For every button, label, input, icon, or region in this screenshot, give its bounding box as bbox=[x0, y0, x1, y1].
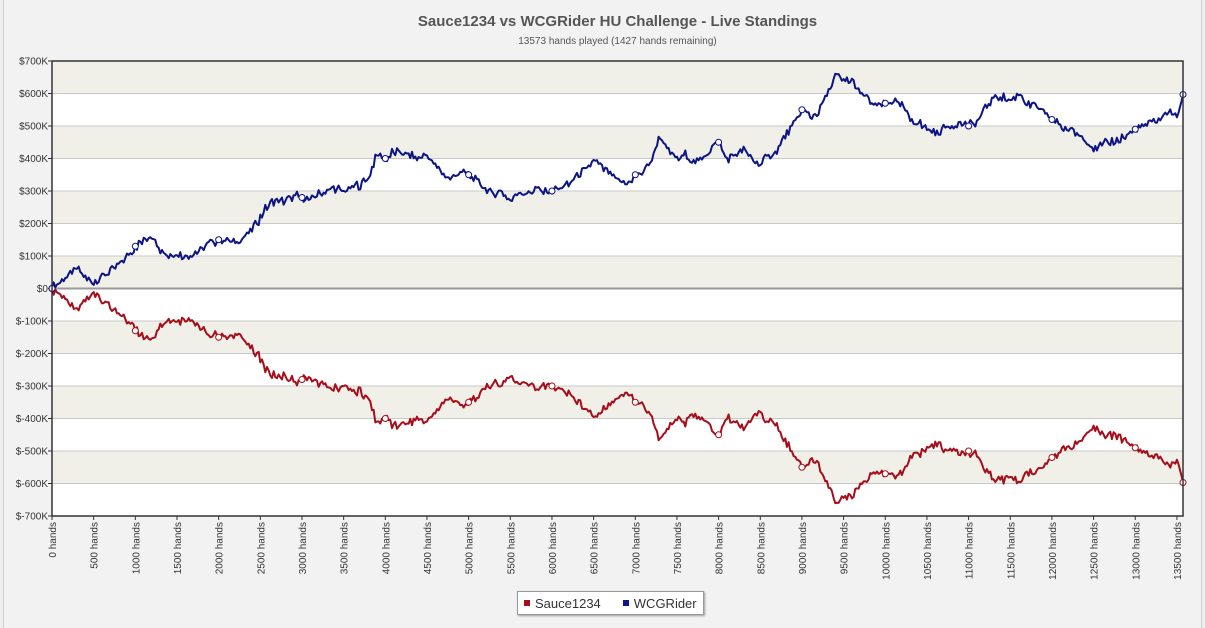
series-marker-sauce1234 bbox=[1048, 454, 1056, 461]
legend-label-wcgrider: WCGRider bbox=[633, 595, 697, 611]
legend-swatch-sauce1234 bbox=[524, 600, 530, 606]
series-marker-wcgrider bbox=[631, 171, 639, 179]
series-marker-sauce1234 bbox=[631, 398, 639, 406]
y-tick-label: $-700K bbox=[16, 512, 49, 523]
series-marker-sauce1234 bbox=[1131, 444, 1139, 452]
x-tick-label: 2500 hands bbox=[256, 522, 267, 574]
y-axis: $700K $600K $500K $400K $300K $200K $100K $0 $-1… bbox=[16, 57, 52, 523]
series-marker-sauce1234 bbox=[548, 382, 556, 390]
legend-item-wcgrider[interactable]: WCGRider bbox=[622, 595, 697, 611]
x-tick-label: 11000 hands bbox=[965, 522, 976, 579]
series-marker-sauce1234 bbox=[381, 415, 389, 422]
x-tick-label: 9000 hands bbox=[798, 522, 809, 574]
series-lines bbox=[51, 72, 1184, 505]
series-marker-wcgrider bbox=[965, 122, 973, 130]
y-tick-label: $500K bbox=[19, 122, 48, 133]
series-marker-wcgrider bbox=[215, 236, 223, 244]
series-markers bbox=[48, 90, 1187, 487]
x-tick-label: 12500 hands bbox=[1090, 522, 1101, 580]
x-tick-label: 8500 hands bbox=[756, 522, 767, 574]
x-tick-label: 6000 hands bbox=[548, 522, 559, 574]
series-line-wcgrider bbox=[51, 72, 1184, 293]
series-marker-wcgrider bbox=[798, 106, 806, 114]
series-marker-wcgrider bbox=[381, 155, 389, 162]
y-tick-label: $-200K bbox=[16, 349, 49, 360]
x-tick-label: 1500 hands bbox=[173, 522, 184, 574]
chart-subtitle: 13573 hands played (1427 hands remaining… bbox=[518, 36, 717, 47]
y-tick-label: $100K bbox=[19, 252, 48, 263]
plot-border bbox=[51, 60, 1184, 517]
x-tick-label: 1000 hands bbox=[131, 522, 142, 574]
plot-band bbox=[52, 386, 1183, 419]
x-tick-label: 11500 hands bbox=[1006, 522, 1017, 579]
plot-band bbox=[52, 256, 1183, 289]
y-tick-label: $300K bbox=[19, 187, 48, 198]
y-tick-label: $700K bbox=[19, 57, 48, 68]
y-tick-label: $600K bbox=[19, 89, 48, 100]
y-tick-label: $-600K bbox=[16, 479, 49, 490]
series-marker-wcgrider bbox=[1131, 125, 1139, 133]
x-tick-label: 13500 hands bbox=[1173, 522, 1184, 580]
series-marker-sauce1234 bbox=[215, 333, 223, 341]
x-tick-label: 5500 hands bbox=[506, 522, 517, 574]
series-marker-sauce1234 bbox=[881, 470, 889, 478]
series-marker-wcgrider bbox=[465, 171, 473, 179]
x-tick-label: 4500 hands bbox=[423, 522, 434, 574]
x-tick-label: 0 hands bbox=[48, 522, 59, 558]
plot-band bbox=[52, 191, 1183, 224]
x-tick-label: 10500 hands bbox=[923, 522, 934, 580]
series-marker-wcgrider bbox=[715, 138, 723, 146]
y-tick-label: $-300K bbox=[16, 382, 49, 393]
x-tick-label: 13000 hands bbox=[1131, 522, 1142, 580]
series-marker-sauce1234 bbox=[131, 327, 139, 335]
series-marker-wcgrider bbox=[881, 99, 889, 107]
series-marker-sauce1234 bbox=[715, 431, 723, 439]
series-marker-sauce1234 bbox=[298, 376, 306, 383]
series-marker-sauce1234 bbox=[965, 447, 973, 455]
series-marker-wcgrider bbox=[131, 242, 139, 250]
x-tick-label: 12000 hands bbox=[1048, 522, 1059, 580]
plot-band bbox=[52, 126, 1183, 159]
y-tick-label: $400K bbox=[19, 154, 48, 165]
y-tick-label: $-400K bbox=[16, 414, 49, 425]
x-tick-label: 2000 hands bbox=[215, 522, 226, 574]
x-tick-label: 7500 hands bbox=[673, 522, 684, 574]
x-tick-label: 3000 hands bbox=[298, 522, 309, 574]
series-marker-sauce1234 bbox=[798, 463, 806, 471]
x-tick-label: 10000 hands bbox=[881, 522, 892, 580]
chart-title: Sauce1234 vs WCGRider HU Challenge - Liv… bbox=[417, 13, 818, 30]
series-marker-wcgrider bbox=[548, 187, 556, 195]
series-marker-sauce1234 bbox=[465, 398, 473, 406]
x-tick-label: 8000 hands bbox=[715, 522, 726, 574]
plot-band bbox=[52, 321, 1183, 354]
y-tick-label: $0 bbox=[37, 284, 49, 295]
legend-swatch-wcgrider bbox=[622, 600, 629, 606]
series-marker-wcgrider bbox=[1048, 116, 1056, 123]
x-tick-label: 4000 hands bbox=[381, 522, 392, 574]
legend: Sauce1234 WCGRider bbox=[517, 591, 704, 615]
plot-band bbox=[52, 61, 1183, 94]
x-tick-label: 7000 hands bbox=[631, 522, 642, 574]
x-tick-label: 500 hands bbox=[90, 522, 101, 569]
x-tick-label: 6500 hands bbox=[590, 522, 601, 574]
legend-label-sauce1234: Sauce1234 bbox=[535, 595, 601, 611]
series-line-sauce1234 bbox=[51, 284, 1184, 505]
plot-band bbox=[52, 451, 1183, 484]
x-tick-label: 3500 hands bbox=[340, 522, 351, 574]
y-tick-label: $-500K bbox=[16, 447, 49, 458]
y-tick-label: $200K bbox=[19, 219, 48, 230]
x-axis: 0 hands 500 hands 1000 hands 1500 hands 2000… bbox=[48, 516, 1184, 580]
series-marker-wcgrider bbox=[298, 194, 306, 201]
legend-item-sauce1234[interactable]: Sauce1234 bbox=[524, 596, 601, 611]
y-tick-label: $-100K bbox=[16, 317, 49, 328]
x-tick-label: 5000 hands bbox=[465, 522, 476, 574]
x-tick-label: 9500 hands bbox=[840, 522, 851, 574]
